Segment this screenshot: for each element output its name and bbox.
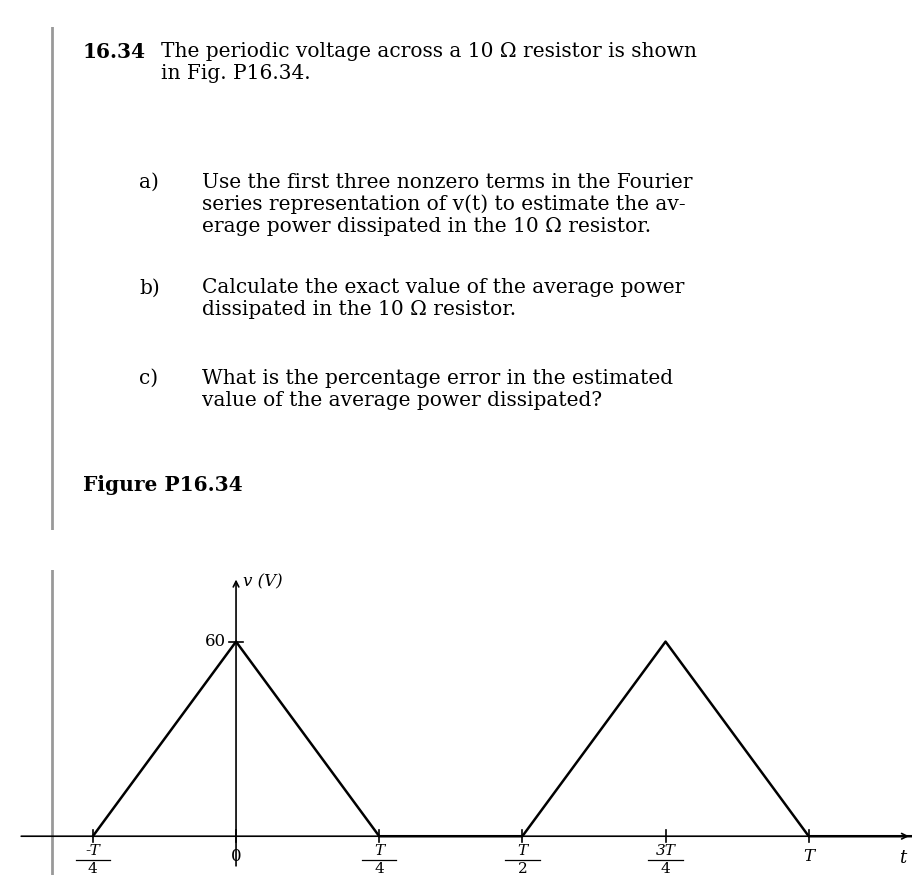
Text: b): b) bbox=[139, 279, 159, 297]
Text: 60: 60 bbox=[204, 633, 226, 650]
Text: Figure P16.34: Figure P16.34 bbox=[83, 474, 242, 495]
Text: v (V): v (V) bbox=[243, 573, 283, 590]
Text: What is the percentage error in the estimated
value of the average power dissipa: What is the percentage error in the esti… bbox=[202, 369, 672, 410]
Text: 4: 4 bbox=[374, 862, 384, 875]
Text: The periodic voltage across a 10 Ω resistor is shown
in Fig. P16.34.: The periodic voltage across a 10 Ω resis… bbox=[161, 42, 697, 83]
Text: 4: 4 bbox=[660, 862, 670, 875]
Text: Calculate the exact value of the average power
dissipated in the 10 Ω resistor.: Calculate the exact value of the average… bbox=[202, 279, 684, 320]
Point bbox=[252, 828, 263, 839]
Text: -T: -T bbox=[86, 844, 100, 858]
Text: Use the first three nonzero terms in the Fourier
series representation of v(t) t: Use the first three nonzero terms in the… bbox=[202, 172, 692, 237]
Text: a): a) bbox=[139, 172, 159, 192]
Text: 2: 2 bbox=[518, 862, 527, 875]
Text: t: t bbox=[899, 849, 906, 867]
Text: T: T bbox=[374, 844, 384, 858]
Text: T: T bbox=[803, 847, 814, 864]
Text: c): c) bbox=[139, 369, 158, 388]
Text: 3T: 3T bbox=[656, 844, 675, 858]
Point bbox=[252, 830, 263, 841]
Text: 4: 4 bbox=[88, 862, 98, 875]
Text: T: T bbox=[518, 844, 528, 858]
Text: 16.34: 16.34 bbox=[83, 42, 146, 62]
Text: 0: 0 bbox=[231, 847, 241, 864]
